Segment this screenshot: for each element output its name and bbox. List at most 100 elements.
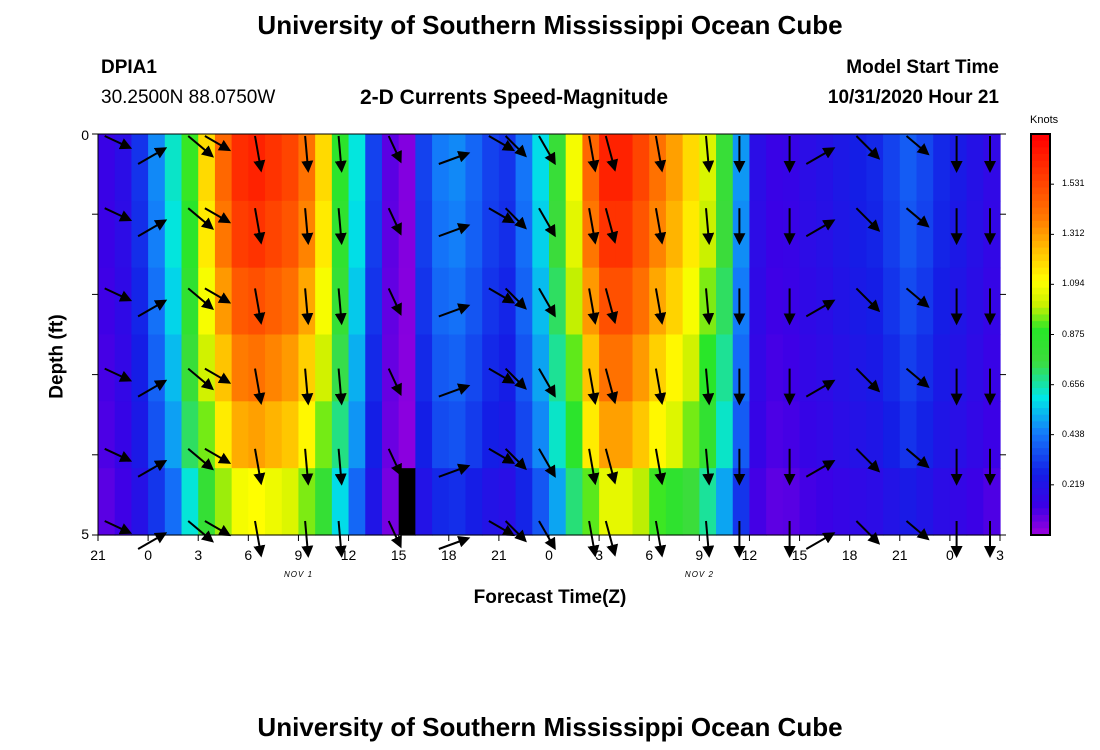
current-vector	[538, 448, 556, 478]
heat-cell	[799, 334, 817, 402]
current-vector	[855, 367, 881, 393]
heat-cell	[348, 334, 366, 402]
colorbar-title: Knots	[1030, 114, 1059, 126]
heat-cell	[832, 267, 851, 336]
current-vector	[488, 287, 515, 304]
heat-cell	[883, 401, 901, 469]
heat-cell	[315, 134, 333, 202]
heat-cell	[816, 468, 834, 536]
current-vector	[137, 459, 168, 478]
current-vector	[104, 207, 133, 222]
heat-cell	[482, 334, 500, 402]
heat-cell	[148, 134, 166, 202]
heat-cell	[766, 334, 784, 402]
heat-cell	[515, 468, 533, 536]
current-vector	[538, 368, 556, 398]
heat-cell	[832, 401, 851, 469]
heat-cell	[482, 267, 500, 336]
colorbar-swatch	[1031, 301, 1050, 309]
heat-cell	[214, 267, 233, 336]
heat-cell	[766, 134, 784, 202]
heat-cell	[766, 468, 784, 536]
heat-cell	[565, 401, 583, 469]
heat-cell	[732, 134, 751, 202]
current-vector	[538, 287, 556, 318]
x-tick-label: 15	[390, 547, 407, 563]
heat-cell	[983, 200, 1001, 269]
heat-cell	[749, 267, 767, 336]
heat-cell	[582, 401, 600, 469]
heat-cell	[849, 134, 867, 202]
heat-cell	[164, 200, 183, 269]
current-vector	[654, 520, 667, 558]
heat-cell	[615, 468, 634, 536]
heat-cell	[214, 334, 233, 402]
heat-cell	[832, 334, 851, 402]
heat-cell	[565, 468, 583, 536]
heat-cell	[114, 334, 132, 402]
heat-cell	[966, 134, 984, 202]
heat-cell	[682, 468, 700, 536]
current-vector	[438, 535, 471, 550]
heat-cell	[665, 334, 684, 402]
heat-cell	[265, 334, 283, 402]
heat-cell	[181, 267, 199, 336]
colorbar-swatch	[1031, 214, 1050, 222]
heat-cell	[398, 200, 416, 269]
heat-cell	[849, 267, 867, 336]
current-vector	[187, 287, 214, 311]
heat-cell	[181, 200, 199, 269]
heat-cell	[98, 468, 116, 536]
current-vector	[438, 223, 471, 238]
current-vector	[387, 287, 402, 316]
day-label: NOV 1	[284, 570, 314, 579]
heat-cell	[849, 200, 867, 269]
heat-cell	[482, 401, 500, 469]
current-vector	[905, 135, 930, 156]
heat-cell	[465, 200, 483, 269]
heat-cell	[281, 468, 300, 536]
heat-cell	[415, 468, 433, 536]
heat-cell	[766, 267, 784, 336]
current-vector	[702, 208, 715, 246]
current-vector	[334, 448, 347, 486]
current-vector	[587, 208, 600, 245]
heat-cell	[682, 134, 700, 202]
heat-cell	[248, 401, 266, 469]
heat-cell	[615, 267, 634, 336]
heat-cell	[966, 200, 984, 269]
heat-cell	[415, 267, 433, 336]
heat-cell	[933, 468, 951, 536]
x-tick-label: 9	[294, 547, 303, 563]
current-vector	[654, 448, 667, 486]
heat-cell	[933, 401, 951, 469]
colorbar-swatch	[1031, 394, 1050, 402]
heat-cell	[849, 468, 867, 536]
heat-cell	[549, 468, 567, 536]
heat-cell	[883, 267, 901, 336]
colorbar-swatch	[1031, 501, 1050, 509]
current-vector	[538, 207, 556, 238]
current-vector	[253, 288, 266, 325]
current-vector	[538, 135, 556, 166]
heat-cell	[832, 468, 851, 536]
current-vector	[905, 448, 930, 469]
heat-cell	[231, 468, 249, 536]
y-axis-label: Depth (ft)	[46, 314, 68, 399]
current-vector	[104, 287, 133, 302]
current-vector	[387, 207, 402, 236]
current-vector	[204, 135, 232, 152]
heat-cell	[348, 267, 366, 336]
chart-subtitle: 2-D Currents Speed-Magnitude	[360, 86, 669, 109]
current-vector	[805, 379, 836, 398]
colorbar-swatch	[1031, 454, 1050, 463]
heat-cell	[899, 401, 918, 469]
heat-cell	[933, 134, 951, 202]
current-vector	[905, 367, 930, 389]
current-vector	[334, 288, 347, 326]
heat-cell	[532, 334, 550, 402]
heat-cell	[716, 267, 734, 336]
current-vector	[604, 520, 619, 557]
heat-cell	[816, 401, 834, 469]
current-vector	[301, 288, 314, 326]
